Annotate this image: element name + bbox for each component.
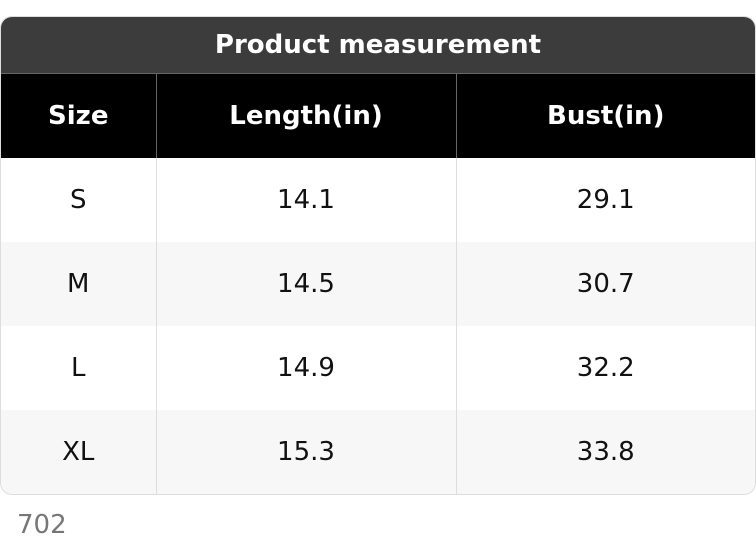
table-cell: 14.9 xyxy=(155,326,456,410)
table-row: S 14.1 29.1 xyxy=(1,158,755,242)
size-table: Size Length(in) Bust(in) S 14.1 29.1 M 14.5 30.… xyxy=(1,74,755,494)
table-cell: XL xyxy=(1,410,156,494)
table-cell: 29.1 xyxy=(455,158,755,242)
table-title: Product measurement xyxy=(1,17,755,74)
header-cell: Length(in) xyxy=(155,74,456,158)
table-cell: 15.3 xyxy=(155,410,456,494)
table-head: Size Length(in) Bust(in) xyxy=(1,74,755,158)
table-cell: 30.7 xyxy=(455,242,755,326)
table-cell: 14.1 xyxy=(155,158,456,242)
table-row: XL 15.3 33.8 xyxy=(1,410,755,494)
table-cell: S xyxy=(69,185,87,215)
measurement-card: Product measurement Size Length(in) Bust(i… xyxy=(0,16,756,495)
table-cell: 33.8 xyxy=(455,410,755,494)
table-cell: 32.2 xyxy=(455,326,755,410)
table-row: L 14.9 32.2 xyxy=(1,326,755,410)
header-cell: Bust(in) xyxy=(455,74,755,158)
header-cell: Size xyxy=(1,74,156,158)
table-row: M 14.5 30.7 xyxy=(1,242,755,326)
footer-text: 702 xyxy=(17,510,67,540)
table-body: S 14.1 29.1 M 14.5 30.7 L 14.9 32.2 XL 15.3 33.8 xyxy=(1,158,755,494)
table-cell: 14.5 xyxy=(155,242,456,326)
header-row: Size Length(in) Bust(in) xyxy=(1,74,755,158)
table-cell: M xyxy=(1,242,156,326)
table-cell: L xyxy=(71,353,86,383)
